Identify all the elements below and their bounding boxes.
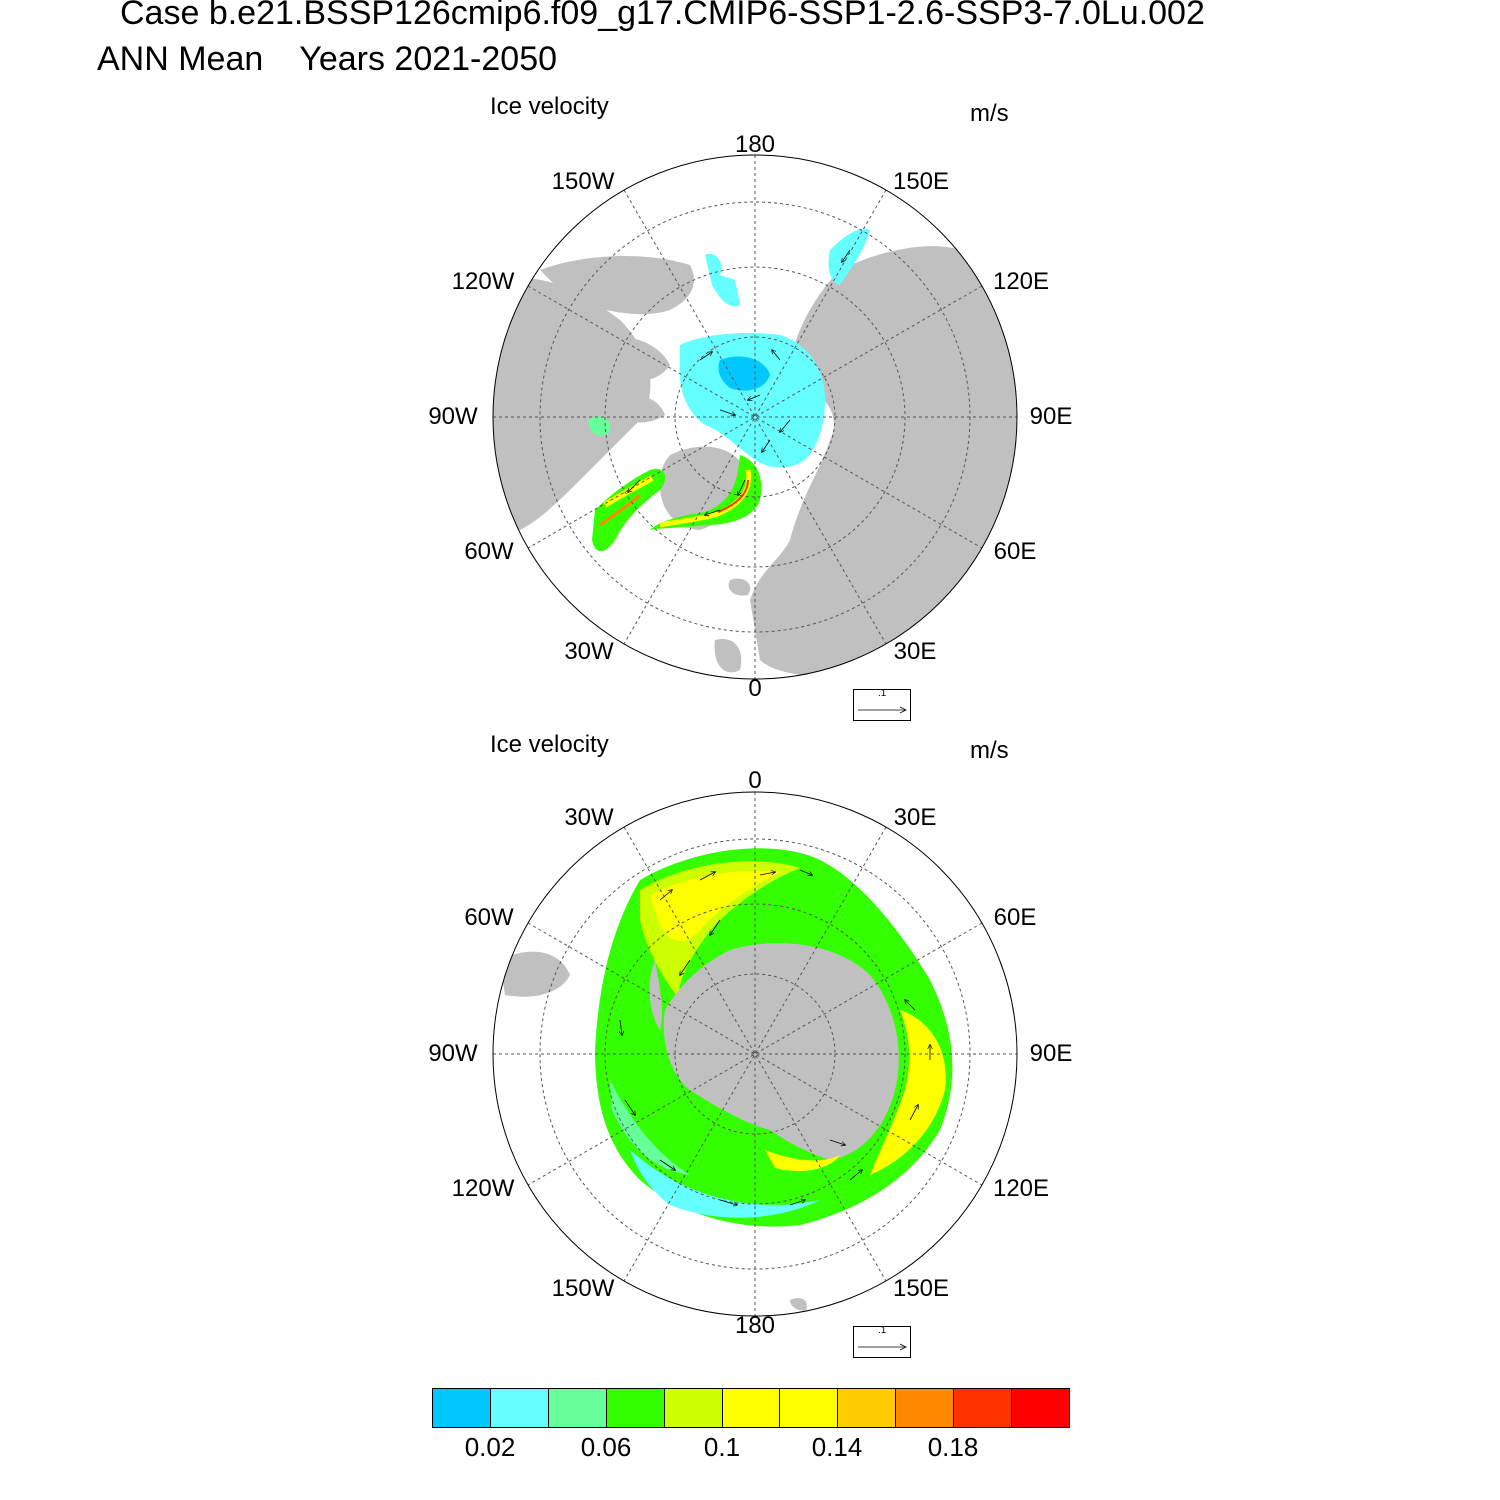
land-antarctica — [663, 943, 899, 1160]
colorbar — [432, 1388, 1070, 1428]
lon-label: 90E — [1029, 1040, 1073, 1067]
lon-label: 180 — [734, 131, 776, 158]
lon-label: 120E — [992, 1175, 1050, 1202]
lon-label: 90W — [428, 403, 478, 430]
colorbar-tick-label: 0.02 — [464, 1432, 516, 1462]
lon-label: 120W — [451, 268, 515, 295]
lon-label: 30W — [564, 638, 614, 665]
period-prefix: ANN Mean — [97, 40, 264, 78]
colorbar-swatch — [896, 1389, 955, 1427]
lon-label: 0 — [748, 767, 762, 794]
lon-label: 30E — [893, 638, 937, 665]
land-archipelago — [599, 336, 670, 382]
north-polar-map — [492, 154, 1018, 680]
panel-south-units: m/s — [970, 737, 1009, 764]
lon-label: 90E — [1029, 403, 1073, 430]
colorbar-swatch — [664, 1389, 723, 1427]
land-south-america — [500, 951, 570, 997]
lon-label: 120W — [451, 1175, 515, 1202]
panel-north-title: Ice velocity — [490, 93, 609, 120]
lon-label: 150W — [551, 168, 615, 195]
colorbar-tick-label: 0.18 — [927, 1432, 979, 1462]
lon-label: 150E — [892, 1275, 950, 1302]
colorbar-tick-label: 0.1 — [703, 1432, 741, 1462]
colorbar-swatch — [1012, 1389, 1069, 1427]
lon-label: 30W — [564, 804, 614, 831]
lon-label: 180 — [734, 1312, 776, 1339]
panel-south-title: Ice velocity — [490, 731, 609, 758]
ice-fram — [650, 455, 762, 530]
colorbar-swatch — [548, 1389, 607, 1427]
lon-label: 90W — [428, 1040, 478, 1067]
panel-north-units: m/s — [970, 100, 1009, 127]
colorbar-swatch — [954, 1389, 1013, 1427]
lon-label: 60W — [464, 538, 514, 565]
colorbar-swatch — [490, 1389, 549, 1427]
colorbar-swatch — [780, 1389, 839, 1427]
reference-vector-north: .1 — [853, 688, 911, 721]
reference-vector-south: .1 — [853, 1325, 911, 1358]
south-polar-map — [492, 791, 1018, 1317]
lon-label: 60E — [993, 904, 1037, 931]
lon-label: 120E — [992, 268, 1050, 295]
colorbar-swatch — [606, 1389, 665, 1427]
land-alaska — [540, 255, 694, 315]
colorbar-swatch — [433, 1389, 491, 1427]
colorbar-tick-label: 0.14 — [811, 1432, 863, 1462]
case-title: Case b.e21.BSSP126cmip6.f09_g17.CMIP6-SS… — [120, 0, 1205, 32]
lon-label: 30E — [893, 804, 937, 831]
colorbar-swatch — [838, 1389, 897, 1427]
lon-label: 60E — [993, 538, 1037, 565]
reference-vector-label: .1 — [878, 688, 887, 699]
colorbar-tick-label: 0.06 — [580, 1432, 632, 1462]
colorbar-swatch — [722, 1389, 781, 1427]
lon-label: 150W — [551, 1275, 615, 1302]
reference-vector-label: .1 — [878, 1325, 887, 1336]
lon-label: 150E — [892, 168, 950, 195]
period-years: Years 2021-2050 — [299, 40, 558, 78]
lon-label: 60W — [464, 904, 514, 931]
ice-baffin — [592, 468, 666, 552]
period-title: ANN Mean Years 2021-2050 — [97, 40, 557, 79]
lon-label: 0 — [748, 675, 762, 702]
